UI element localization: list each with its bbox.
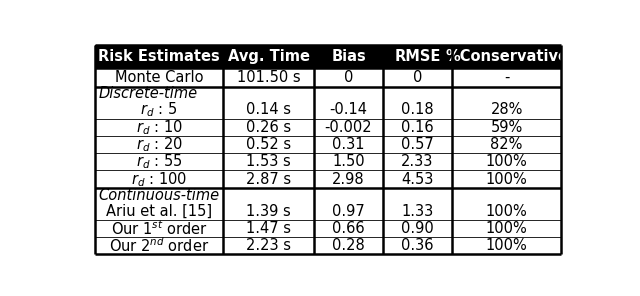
Text: 0.57: 0.57 xyxy=(401,137,434,152)
Bar xyxy=(95,45,561,68)
Text: 100%: 100% xyxy=(486,154,527,169)
Text: $r_d$ : 100: $r_d$ : 100 xyxy=(131,170,187,189)
Text: 0.52 s: 0.52 s xyxy=(246,137,291,152)
Text: 1.33: 1.33 xyxy=(401,204,434,218)
Text: Risk Estimates: Risk Estimates xyxy=(98,49,220,64)
Bar xyxy=(95,87,561,101)
Text: 28%: 28% xyxy=(490,102,523,117)
Text: 1.39 s: 1.39 s xyxy=(246,204,291,218)
Text: $r_d$ : 55: $r_d$ : 55 xyxy=(136,152,182,171)
Bar xyxy=(95,188,561,202)
Text: RMSE: RMSE xyxy=(394,49,441,64)
Text: 100%: 100% xyxy=(486,204,527,218)
Text: %Conservative: %Conservative xyxy=(445,49,568,64)
Text: Continuous-time: Continuous-time xyxy=(99,188,220,202)
Bar xyxy=(95,170,561,188)
Text: 0.14 s: 0.14 s xyxy=(246,102,291,117)
Bar xyxy=(95,220,561,237)
Text: 0.36: 0.36 xyxy=(401,238,434,253)
Text: Discrete-time: Discrete-time xyxy=(99,86,198,102)
Text: 59%: 59% xyxy=(490,120,523,135)
Text: 2.23 s: 2.23 s xyxy=(246,238,291,253)
Text: Our $1^{st}$ order: Our $1^{st}$ order xyxy=(111,219,207,238)
Text: Our $2^{nd}$ order: Our $2^{nd}$ order xyxy=(109,236,209,255)
Text: Monte Carlo: Monte Carlo xyxy=(115,70,204,85)
Text: 0: 0 xyxy=(413,70,422,85)
Text: $r_d$ : 10: $r_d$ : 10 xyxy=(136,118,182,136)
Bar xyxy=(95,118,561,136)
Bar xyxy=(95,68,561,87)
Text: Ariu et al. [15]: Ariu et al. [15] xyxy=(106,204,212,218)
Text: Bias: Bias xyxy=(331,49,366,64)
Text: -0.002: -0.002 xyxy=(324,120,372,135)
Text: 0.97: 0.97 xyxy=(332,204,365,218)
Text: 2.87 s: 2.87 s xyxy=(246,172,291,187)
Text: 0.66: 0.66 xyxy=(332,221,365,236)
Bar xyxy=(95,202,561,220)
Text: 0.18: 0.18 xyxy=(401,102,434,117)
Text: 0.16: 0.16 xyxy=(401,120,434,135)
Text: 82%: 82% xyxy=(490,137,523,152)
Text: 1.53 s: 1.53 s xyxy=(246,154,291,169)
Text: -0.14: -0.14 xyxy=(330,102,367,117)
Bar xyxy=(95,153,561,170)
Text: 4.53: 4.53 xyxy=(401,172,434,187)
Bar xyxy=(95,136,561,153)
Text: 0.90: 0.90 xyxy=(401,221,434,236)
Text: 0: 0 xyxy=(344,70,353,85)
Text: $r_d$ : 20: $r_d$ : 20 xyxy=(136,135,182,154)
Text: 2.33: 2.33 xyxy=(401,154,434,169)
Text: 0.28: 0.28 xyxy=(332,238,365,253)
Text: 0.26 s: 0.26 s xyxy=(246,120,291,135)
Text: 100%: 100% xyxy=(486,221,527,236)
Bar xyxy=(95,101,561,118)
Bar xyxy=(95,237,561,254)
Text: 101.50 s: 101.50 s xyxy=(237,70,300,85)
Text: $r_d$ : 5: $r_d$ : 5 xyxy=(140,101,177,119)
Text: 100%: 100% xyxy=(486,172,527,187)
Text: 1.47 s: 1.47 s xyxy=(246,221,291,236)
Text: 1.50: 1.50 xyxy=(332,154,365,169)
Text: 100%: 100% xyxy=(486,238,527,253)
Text: -: - xyxy=(504,70,509,85)
Text: Avg. Time: Avg. Time xyxy=(228,49,310,64)
Text: 0.31: 0.31 xyxy=(332,137,365,152)
Text: 2.98: 2.98 xyxy=(332,172,365,187)
